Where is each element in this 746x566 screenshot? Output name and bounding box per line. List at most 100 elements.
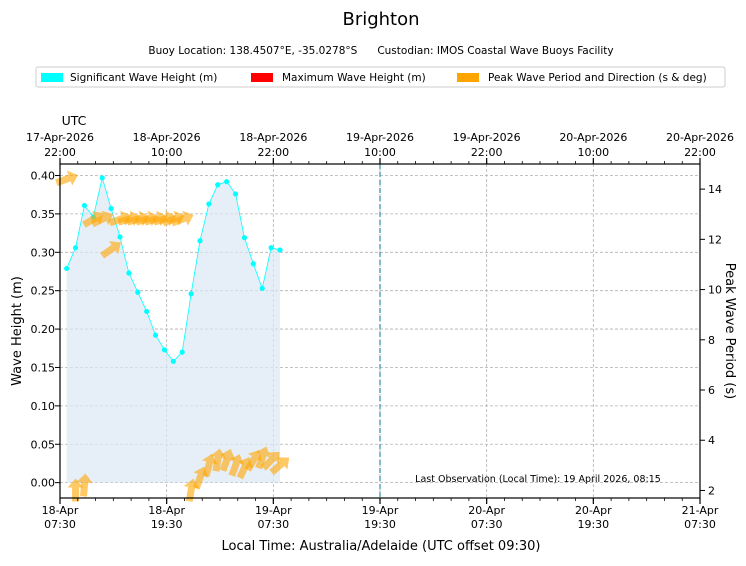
- peak-period-arrow: [170, 210, 194, 227]
- y2-tick-label: 4: [708, 434, 715, 447]
- wave-height-point: [72, 245, 79, 251]
- y2-tick-label: 10: [708, 284, 722, 297]
- y2-axis-label: Peak Wave Period (s): [722, 263, 737, 399]
- y-tick-label: 0.30: [31, 246, 56, 259]
- wave-height-point: [135, 289, 141, 295]
- top-tick-label-time: 22:00: [471, 146, 503, 159]
- peak-period-arrow-shape: [244, 449, 262, 472]
- peak-period-arrow-shape: [100, 241, 121, 259]
- peak-period-arrow: [260, 451, 280, 471]
- x-tick-label-time: 07:30: [684, 518, 716, 531]
- peak-period-arrow-shape: [170, 210, 194, 227]
- wave-height-point: [170, 358, 176, 364]
- peak-period-arrow: [228, 454, 245, 477]
- peak-period-arrow-shape: [55, 170, 78, 187]
- wave-height-point: [277, 247, 283, 253]
- wave-height-point: [206, 201, 212, 207]
- top-tick-label-date: 17-Apr-2026: [26, 131, 94, 144]
- wave-height-point: [224, 179, 230, 185]
- wave-height-point: [250, 261, 256, 267]
- peak-period-arrow-shape: [269, 457, 290, 476]
- legend-swatch-peak-period: [457, 73, 479, 82]
- wave-height-point: [179, 349, 185, 355]
- x-tick-label-time: 07:30: [257, 518, 289, 531]
- legend-label-peak-period: Peak Wave Period and Direction (s & deg): [488, 72, 707, 84]
- x-tick-label-time: 19:30: [577, 518, 609, 531]
- wave-height-point: [126, 270, 132, 276]
- peak-period-arrow: [55, 170, 78, 187]
- top-tick-label-date: 20-Apr-2026: [559, 131, 627, 144]
- peak-period-arrow-shape: [201, 453, 218, 477]
- y-tick-label: 0.25: [31, 285, 56, 298]
- y-axis-label: Wave Height (m): [10, 276, 25, 386]
- x-tick-label-time: 19:30: [364, 518, 396, 531]
- top-tick-label-date: 19-Apr-2026: [346, 131, 414, 144]
- y-tick-label: 0.05: [31, 438, 56, 451]
- wave-height-point: [259, 285, 265, 291]
- top-tick-label-time: 22:00: [44, 146, 76, 159]
- wave-height-point: [215, 182, 221, 188]
- top-tick-label-date: 19-Apr-2026: [453, 131, 521, 144]
- x-tick-label-date: 18-Apr: [148, 504, 185, 517]
- x-tick-label-time: 19:30: [151, 518, 183, 531]
- peak-period-arrow-shape: [260, 451, 280, 471]
- y2-tick-label: 14: [708, 183, 722, 196]
- y2-tick-label: 12: [708, 233, 722, 246]
- wave-height-point: [232, 191, 239, 197]
- y2-tick-label: 2: [708, 484, 715, 497]
- peak-period-arrow-shape: [67, 478, 84, 502]
- peak-period-arrow: [219, 449, 236, 472]
- peak-period-arrow-shape: [228, 454, 245, 477]
- peak-period-arrow-shape: [219, 449, 236, 472]
- wave-height-point: [268, 245, 274, 251]
- x-tick-label-date: 21-Apr: [682, 504, 719, 517]
- last-observation-note: Last Observation (Local Time): 19 April …: [415, 474, 661, 485]
- y-tick-label: 0.15: [31, 361, 56, 374]
- legend-frame: [35, 66, 726, 88]
- plot-area: 18-Apr07:3018-Apr19:3019-Apr07:3019-Apr1…: [26, 131, 734, 531]
- wave-height-point: [81, 202, 88, 209]
- legend-swatch-maximum-height: [251, 73, 273, 82]
- wave-height-point: [108, 205, 114, 212]
- peak-period-arrow-shape: [90, 210, 114, 228]
- wave-height-point: [188, 291, 194, 297]
- peak-period-arrow: [269, 457, 290, 476]
- y2-tick-label: 8: [708, 334, 715, 347]
- peak-period-arrow: [100, 241, 121, 259]
- y-tick-label: 0.35: [31, 208, 56, 221]
- legend-swatch-significant-height: [41, 73, 63, 82]
- top-tick-label-time: 10:00: [577, 146, 609, 159]
- peak-period-arrow: [76, 473, 93, 497]
- chart-title: Brighton: [342, 9, 419, 30]
- wave-height-area: [66, 177, 281, 483]
- y-tick-label: 0.40: [31, 170, 56, 183]
- peak-period-arrow: [244, 449, 262, 472]
- peak-period-arrow-shape: [255, 446, 271, 470]
- legend-label-significant-height: Significant Wave Height (m): [70, 72, 217, 84]
- x-tick-label-date: 19-Apr: [362, 504, 399, 517]
- peak-period-arrow: [67, 478, 84, 502]
- wave-height-point: [64, 265, 70, 272]
- wave-height-point: [117, 234, 123, 240]
- top-tick-label-time: 22:00: [257, 146, 289, 159]
- wave-height-point: [99, 175, 105, 181]
- wave-height-point: [152, 332, 159, 338]
- legend-label-maximum-height: Maximum Wave Height (m): [282, 72, 426, 84]
- y-tick-label: 0.10: [31, 400, 56, 413]
- wave-height-point: [197, 238, 203, 244]
- peak-period-arrow-shape: [76, 473, 93, 497]
- top-tick-label-time: 22:00: [684, 146, 716, 159]
- peak-period-arrow: [90, 210, 114, 228]
- top-tick-label-time: 10:00: [151, 146, 183, 159]
- top-tick-label-date: 18-Apr-2026: [239, 131, 307, 144]
- top-tick-label-date: 20-Apr-2026: [666, 131, 734, 144]
- legend: Significant Wave Height (m) Maximum Wave…: [35, 66, 726, 88]
- peak-period-arrow: [82, 210, 104, 228]
- x-tick-label-time: 07:30: [471, 518, 503, 531]
- wave-height-point: [144, 308, 150, 315]
- x-tick-label-date: 19-Apr: [255, 504, 292, 517]
- wave-height-point: [241, 235, 248, 241]
- x-tick-label-date: 20-Apr: [468, 504, 505, 517]
- y-tick-label: 0.20: [31, 323, 56, 336]
